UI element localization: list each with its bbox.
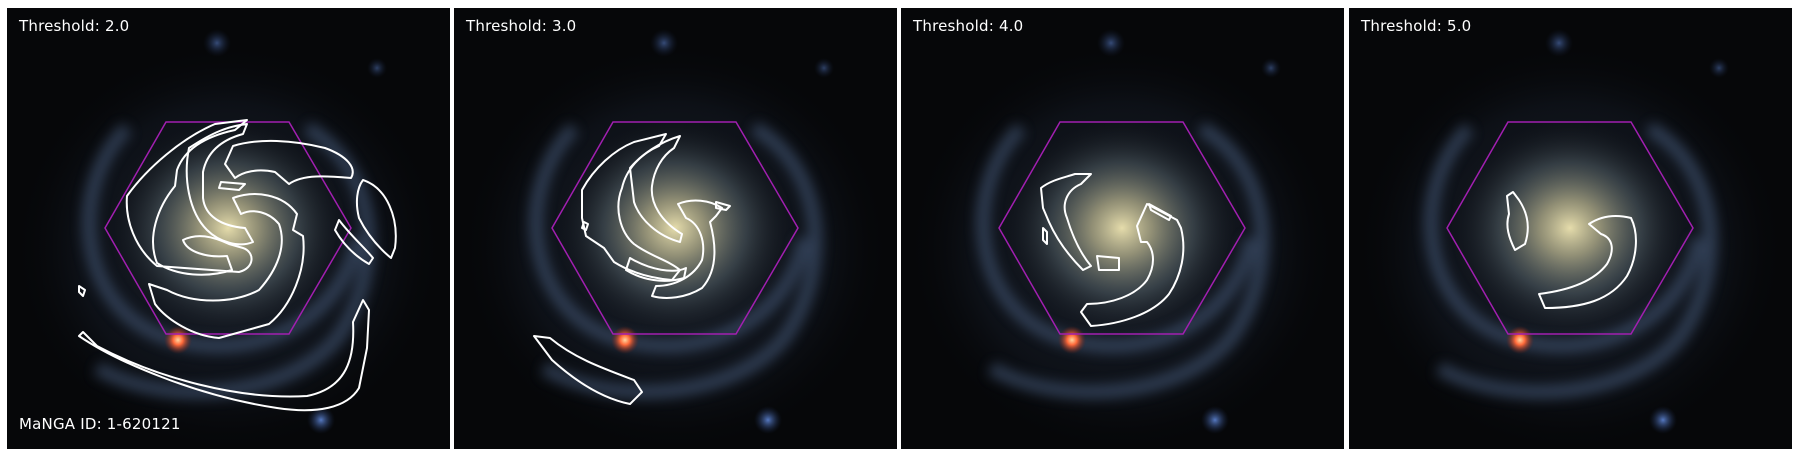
ifu-hexagon bbox=[104, 121, 352, 335]
ifu-hexagon bbox=[1446, 121, 1694, 335]
panel-threshold-2: Threshold: 2.0 MaNGA ID: 1-620121 bbox=[7, 8, 450, 449]
galaxy-image bbox=[1349, 8, 1792, 449]
galaxy-image bbox=[901, 8, 1344, 449]
threshold-contours bbox=[533, 133, 731, 405]
galaxy-image bbox=[7, 8, 450, 449]
panel-threshold-5: Threshold: 5.0 bbox=[1349, 8, 1792, 449]
ifu-hexagon bbox=[998, 121, 1246, 335]
manga-id-label: MaNGA ID: 1-620121 bbox=[19, 415, 181, 433]
threshold-contours bbox=[1506, 191, 1637, 309]
threshold-contours bbox=[78, 119, 397, 412]
panel-threshold-3: Threshold: 3.0 bbox=[454, 8, 897, 449]
threshold-contours bbox=[1040, 173, 1185, 327]
threshold-label: Threshold: 3.0 bbox=[466, 17, 577, 35]
threshold-label: Threshold: 2.0 bbox=[19, 17, 130, 35]
panel-threshold-4: Threshold: 4.0 bbox=[901, 8, 1344, 449]
ifu-hexagon bbox=[551, 121, 799, 335]
threshold-label: Threshold: 5.0 bbox=[1361, 17, 1472, 35]
threshold-label: Threshold: 4.0 bbox=[913, 17, 1024, 35]
galaxy-image bbox=[454, 8, 897, 449]
